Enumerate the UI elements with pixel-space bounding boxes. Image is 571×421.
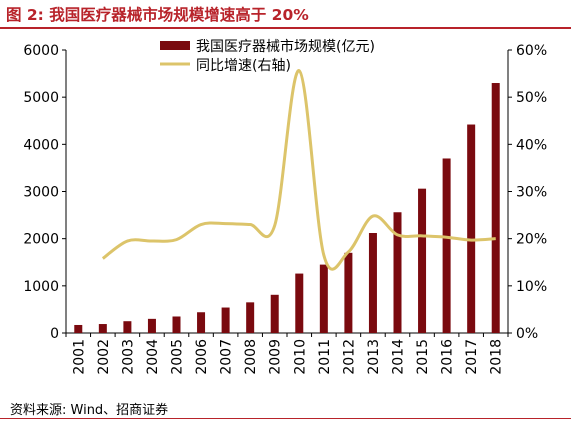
legend-swatch-bar: [160, 41, 190, 50]
bar-2009: [270, 294, 279, 333]
bar-2008: [246, 302, 255, 333]
bar-2002: [98, 324, 107, 333]
bar-series: [74, 83, 500, 334]
bar-2001: [74, 324, 83, 333]
x-tick-label: 2008: [243, 339, 259, 375]
bar-2014: [393, 212, 402, 333]
right-tick-label: 50%: [516, 90, 547, 106]
x-tick-label: 2012: [341, 339, 357, 375]
right-tick-label: 40%: [516, 137, 547, 153]
bar-2013: [368, 233, 377, 333]
bar-2017: [467, 124, 476, 333]
bar-2016: [442, 158, 451, 333]
right-tick-label: 60%: [516, 43, 547, 59]
x-tick-label: 2004: [145, 339, 161, 375]
bar-2015: [418, 188, 427, 333]
growth-line: [101, 69, 496, 271]
legend-label-line: 同比增速(右轴): [196, 58, 291, 74]
x-tick-label: 2018: [489, 339, 505, 375]
bar-2012: [344, 252, 353, 333]
left-tick-label: 0: [50, 326, 59, 342]
legend-label-bar: 我国医疗器械市场规模(亿元): [196, 38, 375, 55]
tick-labels: 0 1000 2000 3000 4000 5000 6000 0% 10% 20% 30% 40% 5…: [23, 43, 547, 375]
right-tick-label: 30%: [516, 185, 547, 201]
left-tick-label: 6000: [23, 43, 59, 59]
figure-title: 图 2: 我国医疗器械市场规模增速高于 20%: [6, 6, 309, 24]
x-tick-label: 2013: [366, 339, 382, 375]
left-tick-label: 2000: [23, 232, 59, 248]
x-tick-label: 2006: [194, 339, 210, 375]
bar-2004: [147, 318, 156, 333]
source-note: 资料来源: Wind、招商证券: [10, 403, 169, 418]
x-tick-label: 2017: [464, 339, 480, 375]
legend: 我国医疗器械市场规模(亿元) 同比增速(右轴): [160, 38, 375, 74]
left-tick-label: 3000: [23, 185, 59, 201]
x-tick-label: 2015: [415, 339, 431, 375]
chart-axes: [62, 49, 512, 337]
bottom-divider: [0, 418, 571, 419]
title-divider: [0, 27, 571, 29]
right-tick-label: 10%: [516, 279, 547, 295]
x-tick-label: 2007: [219, 339, 235, 375]
line-series: [101, 69, 496, 271]
x-tick-label: 2001: [71, 339, 87, 375]
x-tick-label: 2014: [391, 339, 407, 375]
x-tick-label: 2011: [317, 339, 333, 375]
x-tick-label: 2016: [440, 339, 456, 375]
x-tick-label: 2003: [120, 339, 136, 375]
left-tick-label: 4000: [23, 137, 59, 153]
bar-2005: [172, 316, 181, 333]
bar-2003: [123, 321, 132, 333]
right-tick-label: 20%: [516, 232, 547, 248]
left-tick-label: 1000: [23, 279, 59, 295]
x-tick-label: 2009: [268, 339, 284, 375]
bar-2011: [319, 264, 328, 333]
left-tick-label: 5000: [23, 90, 59, 106]
x-tick-label: 2005: [170, 339, 186, 375]
x-tick-label: 2002: [96, 339, 112, 375]
bar-2007: [221, 307, 230, 333]
right-tick-label: 0%: [516, 326, 538, 342]
x-tick-label: 2010: [292, 339, 308, 375]
bar-2018: [491, 83, 500, 334]
bar-2010: [295, 273, 304, 333]
bar-2006: [197, 312, 206, 333]
